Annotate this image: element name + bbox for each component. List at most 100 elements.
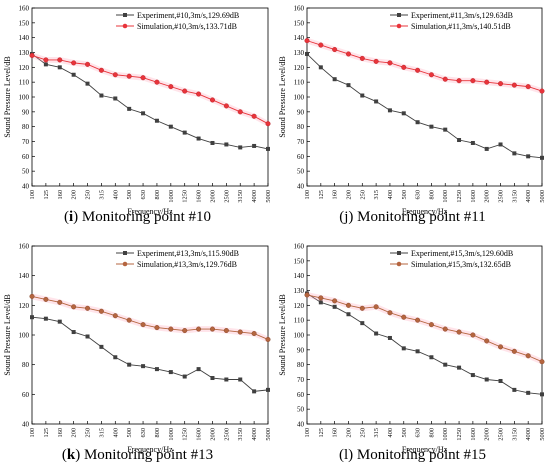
x-tick-label: 2500 (223, 428, 230, 441)
chart-panel-i: 40 50 60 70 80 90 100 110 120 130 140 150 160 100 125 1… (3, 5, 272, 217)
x-tick-label: 400 (112, 428, 119, 437)
series-point (346, 83, 351, 88)
series-point (498, 344, 504, 350)
series-point (154, 367, 159, 372)
series-point (251, 331, 257, 337)
y-tick-label: 40 (297, 421, 305, 429)
series-point (57, 57, 63, 63)
x-tick-label: 2000 (484, 428, 491, 441)
legend-marker (397, 13, 401, 17)
x-tick-label: 1000 (168, 190, 175, 203)
y-tick-label: 120 (19, 302, 30, 310)
series-point (265, 336, 271, 342)
series-point (401, 314, 407, 320)
series-point (43, 316, 48, 321)
series-point (237, 109, 243, 115)
series-point (470, 373, 475, 378)
series-point (85, 81, 90, 86)
x-axis-label: Frequency/Hz (127, 207, 173, 216)
series-point (401, 346, 406, 351)
series-point (85, 334, 90, 339)
x-tick-label: 630 (415, 428, 422, 437)
x-tick-label: 800 (154, 190, 161, 199)
series-point (304, 38, 310, 44)
x-tick-label: 5000 (539, 428, 546, 441)
series-point (112, 72, 118, 78)
x-tick-label: 1000 (168, 428, 175, 441)
series-point (415, 120, 420, 125)
series-point (71, 60, 77, 66)
series-point (428, 72, 434, 78)
series-point (318, 295, 324, 301)
series-point (154, 79, 160, 85)
caption-j: (j) Monitoring point #11 (339, 209, 486, 225)
plot-frame (306, 7, 543, 187)
series-point (415, 349, 420, 354)
series-point (443, 362, 448, 367)
series-point (345, 51, 351, 57)
legend-label: Experiment,#10,3m/s,129.69dB (137, 11, 239, 20)
series-point (141, 111, 146, 116)
y-tick-label: 130 (294, 287, 305, 295)
series-point (126, 317, 132, 323)
series-point (332, 298, 338, 304)
legend-marker (396, 23, 402, 29)
y-tick-label: 100 (19, 332, 30, 340)
x-tick-label: 100 (304, 190, 311, 199)
series-point (168, 84, 174, 90)
series-point (540, 155, 544, 160)
series-point (30, 315, 34, 320)
series-point (360, 93, 365, 98)
series-point (457, 365, 462, 370)
series-point (457, 138, 462, 143)
series-line (31, 55, 269, 125)
series-point (266, 387, 270, 392)
y-tick-label: 50 (297, 168, 305, 176)
series-point (512, 151, 517, 156)
series-point (401, 111, 406, 116)
caption-k: (k) Monitoring point #13 (61, 447, 214, 463)
series-point (209, 97, 215, 103)
x-tick-label: 500 (126, 190, 133, 199)
series-point (429, 124, 434, 129)
x-tick-label: 200 (71, 428, 78, 437)
series-point (29, 293, 35, 299)
x-tick-label: 630 (140, 190, 147, 199)
y-axis-label: Sound Pressure Level/dB (278, 294, 287, 375)
series-point (415, 67, 421, 73)
series-point (237, 329, 243, 335)
series-point (305, 51, 309, 56)
legend-marker (396, 261, 402, 267)
x-tick-label: 125 (318, 428, 325, 437)
caption-l: (l) Monitoring point #15 (338, 447, 487, 463)
x-tick-label: 1600 (470, 190, 477, 203)
y-tick-label: 80 (297, 361, 305, 369)
series-point (182, 88, 188, 94)
y-tick-label: 150 (294, 19, 305, 27)
series-point (498, 81, 504, 87)
series-point (484, 377, 489, 382)
caption-letter: k (66, 447, 76, 463)
series-point (238, 377, 243, 382)
x-tick-label: 400 (387, 428, 394, 437)
x-tick-label: 160 (332, 190, 339, 199)
plot-frame (306, 245, 543, 425)
series-point (182, 328, 188, 334)
series-point (429, 355, 434, 360)
legend-label: Simulation,#10,3m/s,133.71dB (137, 22, 237, 31)
series-point (252, 389, 257, 394)
chart-panel-j: 40 50 60 70 80 90 100 110 120 130 140 150 160 100 125 1… (278, 5, 546, 217)
series-point (387, 335, 392, 340)
caption-text: Monitoring point #13 (83, 447, 214, 463)
series-point (210, 140, 215, 145)
y-tick-label: 160 (19, 243, 30, 251)
y-tick-label: 50 (297, 406, 305, 414)
series-point (387, 60, 393, 66)
simulation-band (307, 37, 542, 95)
series-point (251, 113, 257, 119)
x-tick-label: 500 (401, 428, 408, 437)
series-point (57, 65, 62, 70)
y-tick-label: 140 (294, 34, 305, 42)
chart-panel-k: 40 60 80 100 120 140 160 100 125 160 200 250 315 400 5… (3, 243, 272, 455)
y-tick-label: 80 (297, 123, 305, 131)
